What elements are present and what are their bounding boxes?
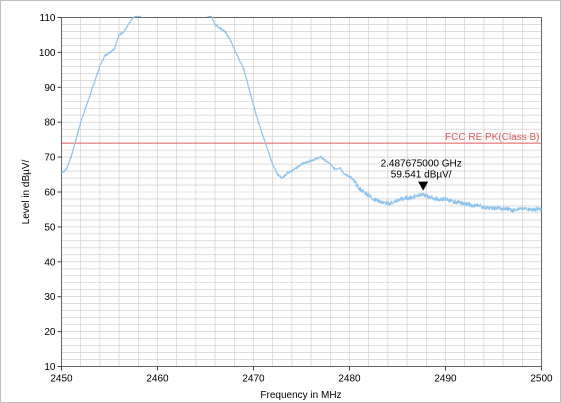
- y-tick-label: 80: [44, 118, 56, 129]
- x-tick-label: 2490: [434, 374, 457, 385]
- limit-line-label: FCC RE PK(Class B): [445, 132, 539, 143]
- y-tick-label: 60: [44, 188, 56, 199]
- x-tick-label: 2460: [146, 374, 169, 385]
- limit-line-group: FCC RE PK(Class B): [61, 132, 542, 144]
- y-tick-label: 100: [39, 48, 56, 59]
- y-tick-label: 50: [44, 222, 56, 233]
- x-axis-title: Frequency in MHz: [260, 390, 341, 401]
- y-tick-label: 10: [44, 362, 56, 373]
- y-tick-label: 90: [44, 83, 56, 94]
- marker-frequency: 2.487675000 GHz: [381, 159, 462, 170]
- y-axis-title: Level in dBµV/: [21, 159, 32, 224]
- spectrum-trace: [61, 15, 542, 214]
- grid: [61, 17, 542, 367]
- x-tick-labels: 2450 2460 2470 2480 2490 2500: [50, 366, 553, 385]
- x-tick-label: 2500: [530, 374, 553, 385]
- y-tick-labels: 10 20 30 40 50 60 70 80 90 100 110: [39, 13, 62, 373]
- x-tick-label: 2480: [338, 374, 361, 385]
- y-tick-label: 110: [40, 13, 56, 24]
- x-tick-label: 2470: [242, 374, 265, 385]
- y-tick-label: 20: [44, 327, 56, 338]
- y-tick-label: 30: [44, 292, 56, 303]
- x-tick-label: 2450: [50, 374, 73, 385]
- y-tick-label: 40: [44, 257, 56, 268]
- marker-group: 2.487675000 GHz 59.541 dBµV/: [381, 159, 462, 191]
- marker-triangle: [418, 181, 429, 191]
- y-tick-label: 70: [44, 153, 56, 164]
- marker-level: 59.541 dBµV/: [391, 170, 452, 181]
